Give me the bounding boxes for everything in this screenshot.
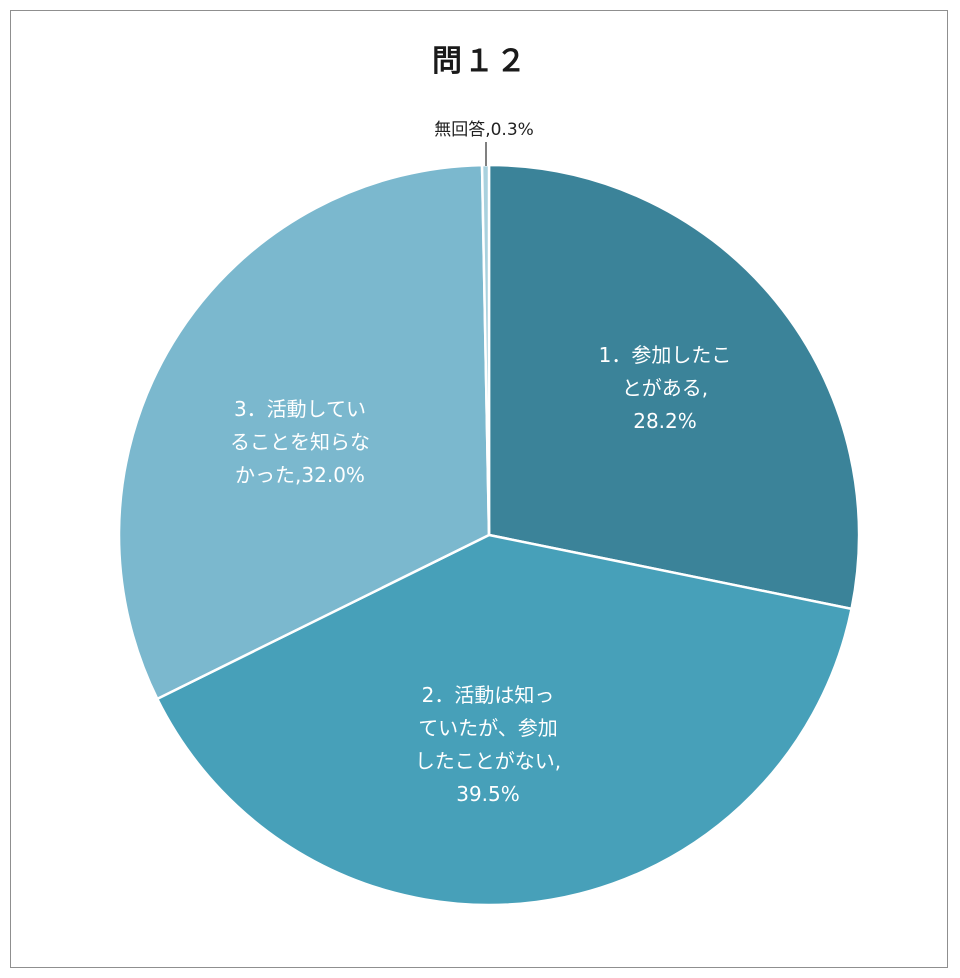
slice-label-3: 3．活動していることを知らなかった,32.0%: [230, 397, 370, 487]
slice-label-line: とがある,: [622, 376, 708, 400]
slice-label-line: 39.5%: [456, 782, 520, 806]
slice-label-line: 1．参加したこ: [599, 343, 732, 367]
slice-label-line: 28.2%: [633, 409, 697, 433]
slice-label-line: 3．活動してい: [234, 397, 366, 421]
slice-label-line: 無回答,0.3%: [434, 120, 534, 140]
pie-slice-3: [117, 163, 491, 701]
pie-slice-1: [487, 163, 861, 611]
slice-label-1: 1．参加したことがある, 28.2%: [599, 343, 732, 433]
chart-title: 問１２: [432, 44, 528, 79]
slice-label-2: 2．活動は知っていたが、参加したことがない, 39.5%: [415, 683, 561, 806]
slice-label-4: 無回答,0.3%: [434, 120, 534, 140]
slice-label-line: 2．活動は知っ: [422, 683, 555, 707]
slice-label-line: ることを知らな: [230, 430, 370, 454]
slice-label-line: ていたが、参加: [418, 716, 558, 740]
slice-label-line: かった,32.0%: [235, 463, 365, 487]
pie-slice-2: [155, 533, 854, 907]
slice-label-line: したことがない,: [415, 749, 561, 773]
